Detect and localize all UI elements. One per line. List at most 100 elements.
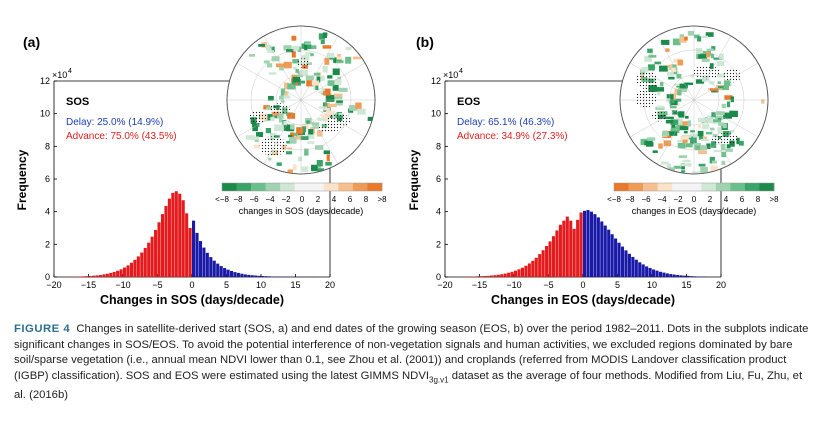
colorbar-tick-label: <−8 — [215, 195, 229, 204]
histogram-bar — [531, 260, 535, 277]
panel-a-bars — [67, 191, 316, 277]
map-pixel — [694, 34, 700, 39]
map-pixel — [670, 126, 680, 131]
map-pixel — [325, 161, 332, 166]
map-pixel — [250, 136, 259, 140]
colorbar-tick-label: >8 — [769, 195, 779, 204]
y-tick-label: 8 — [436, 141, 441, 151]
map-pixel — [662, 130, 668, 134]
histogram-bar — [589, 211, 593, 277]
histogram-bar — [479, 276, 483, 277]
map-pixel — [337, 54, 341, 59]
map-pixel — [292, 76, 301, 83]
map-pixel — [680, 163, 688, 167]
colorbar-tick-label: −8 — [625, 195, 635, 204]
histogram-bar — [672, 274, 676, 277]
map-pixel — [698, 150, 708, 155]
histogram-bar — [171, 192, 175, 277]
map-pixel — [293, 132, 298, 137]
map-pixel — [271, 133, 277, 139]
colorbar-tick-label: 4 — [332, 195, 337, 204]
map-pixel — [644, 140, 653, 146]
colorbar-tick-label: −6 — [641, 195, 651, 204]
map-pixel — [718, 86, 724, 89]
histogram-bar — [98, 275, 102, 277]
histogram-bar — [517, 269, 521, 277]
map-pixel — [676, 73, 682, 79]
histogram-bar — [507, 272, 511, 277]
map-pixel — [666, 98, 671, 103]
map-pixel — [332, 84, 339, 91]
colorbar-frame — [613, 182, 775, 192]
panel-b-y-multiplier: ×10 4 — [443, 68, 463, 80]
map-pixel — [316, 159, 323, 167]
svg-text:4: 4 — [68, 68, 72, 75]
colorbar-tick-label: 0 — [300, 195, 305, 204]
histogram-bar — [261, 276, 265, 277]
map-pixel — [293, 66, 297, 70]
map-pixel — [718, 122, 725, 126]
histogram-bar — [638, 262, 642, 277]
histogram-bar — [167, 198, 171, 277]
histogram-bar — [116, 270, 120, 277]
map-pixel — [682, 159, 691, 163]
y-tick-label: 0 — [45, 272, 50, 282]
significance-dots — [635, 71, 659, 90]
map-pixel — [711, 112, 716, 118]
histogram-bar — [493, 275, 497, 277]
map-pixel — [295, 68, 299, 73]
histogram-bar — [583, 210, 587, 277]
panel-b-legend-title: EOS — [457, 96, 480, 108]
colorbar-tick-label: −6 — [249, 195, 259, 204]
map-pixel — [717, 127, 722, 134]
histogram-bar — [229, 270, 234, 277]
map-pixel — [308, 129, 314, 135]
histogram-bar — [500, 274, 504, 277]
histogram-bar — [631, 256, 635, 277]
map-pixel — [691, 171, 701, 174]
map-pixel — [729, 110, 738, 117]
map-pixel — [679, 83, 688, 89]
histogram-bar — [147, 242, 151, 277]
histogram-bar — [247, 274, 251, 277]
map-pixel — [301, 126, 307, 133]
histogram-bar — [81, 276, 85, 277]
y-tick-label: 10 — [40, 109, 50, 119]
colorbar-frame — [221, 182, 383, 192]
histogram-bar — [510, 271, 514, 277]
histogram-bar — [645, 266, 649, 277]
map-pixel — [296, 127, 304, 134]
map-pixel — [709, 81, 715, 85]
significance-dots — [296, 58, 311, 69]
map-pixel — [671, 67, 677, 73]
colorbar-segment — [265, 183, 281, 191]
histogram-bar — [102, 274, 106, 277]
y-tick-label: 6 — [45, 174, 50, 184]
map-pixel — [355, 102, 362, 109]
map-pixel — [286, 49, 294, 53]
map-pixel — [697, 130, 704, 137]
y-tick-label: 0 — [436, 272, 441, 282]
histogram-bar — [216, 263, 220, 277]
map-pixel — [345, 56, 352, 64]
panel-a-colorbar-label: changes in SOS (days/decade) — [239, 206, 364, 216]
colorbar-segment — [323, 183, 339, 191]
map-pixel — [291, 35, 297, 41]
map-pixel — [669, 131, 678, 136]
map-pixel — [306, 133, 315, 139]
map-pixel — [276, 113, 284, 119]
colorbar-segment — [222, 183, 237, 191]
map-pixel — [649, 51, 654, 58]
map-pixel — [711, 160, 717, 164]
histogram-bar — [198, 241, 202, 277]
histogram-bar — [527, 263, 531, 277]
colorbar-segment — [643, 183, 658, 191]
map-pixel — [311, 164, 318, 172]
histogram-bar — [683, 275, 687, 277]
map-pixel — [707, 115, 716, 119]
histogram-bar — [250, 275, 254, 277]
significance-dots — [634, 89, 657, 108]
map-pixel — [672, 110, 678, 115]
panel-a-letter: (a) — [23, 34, 40, 50]
